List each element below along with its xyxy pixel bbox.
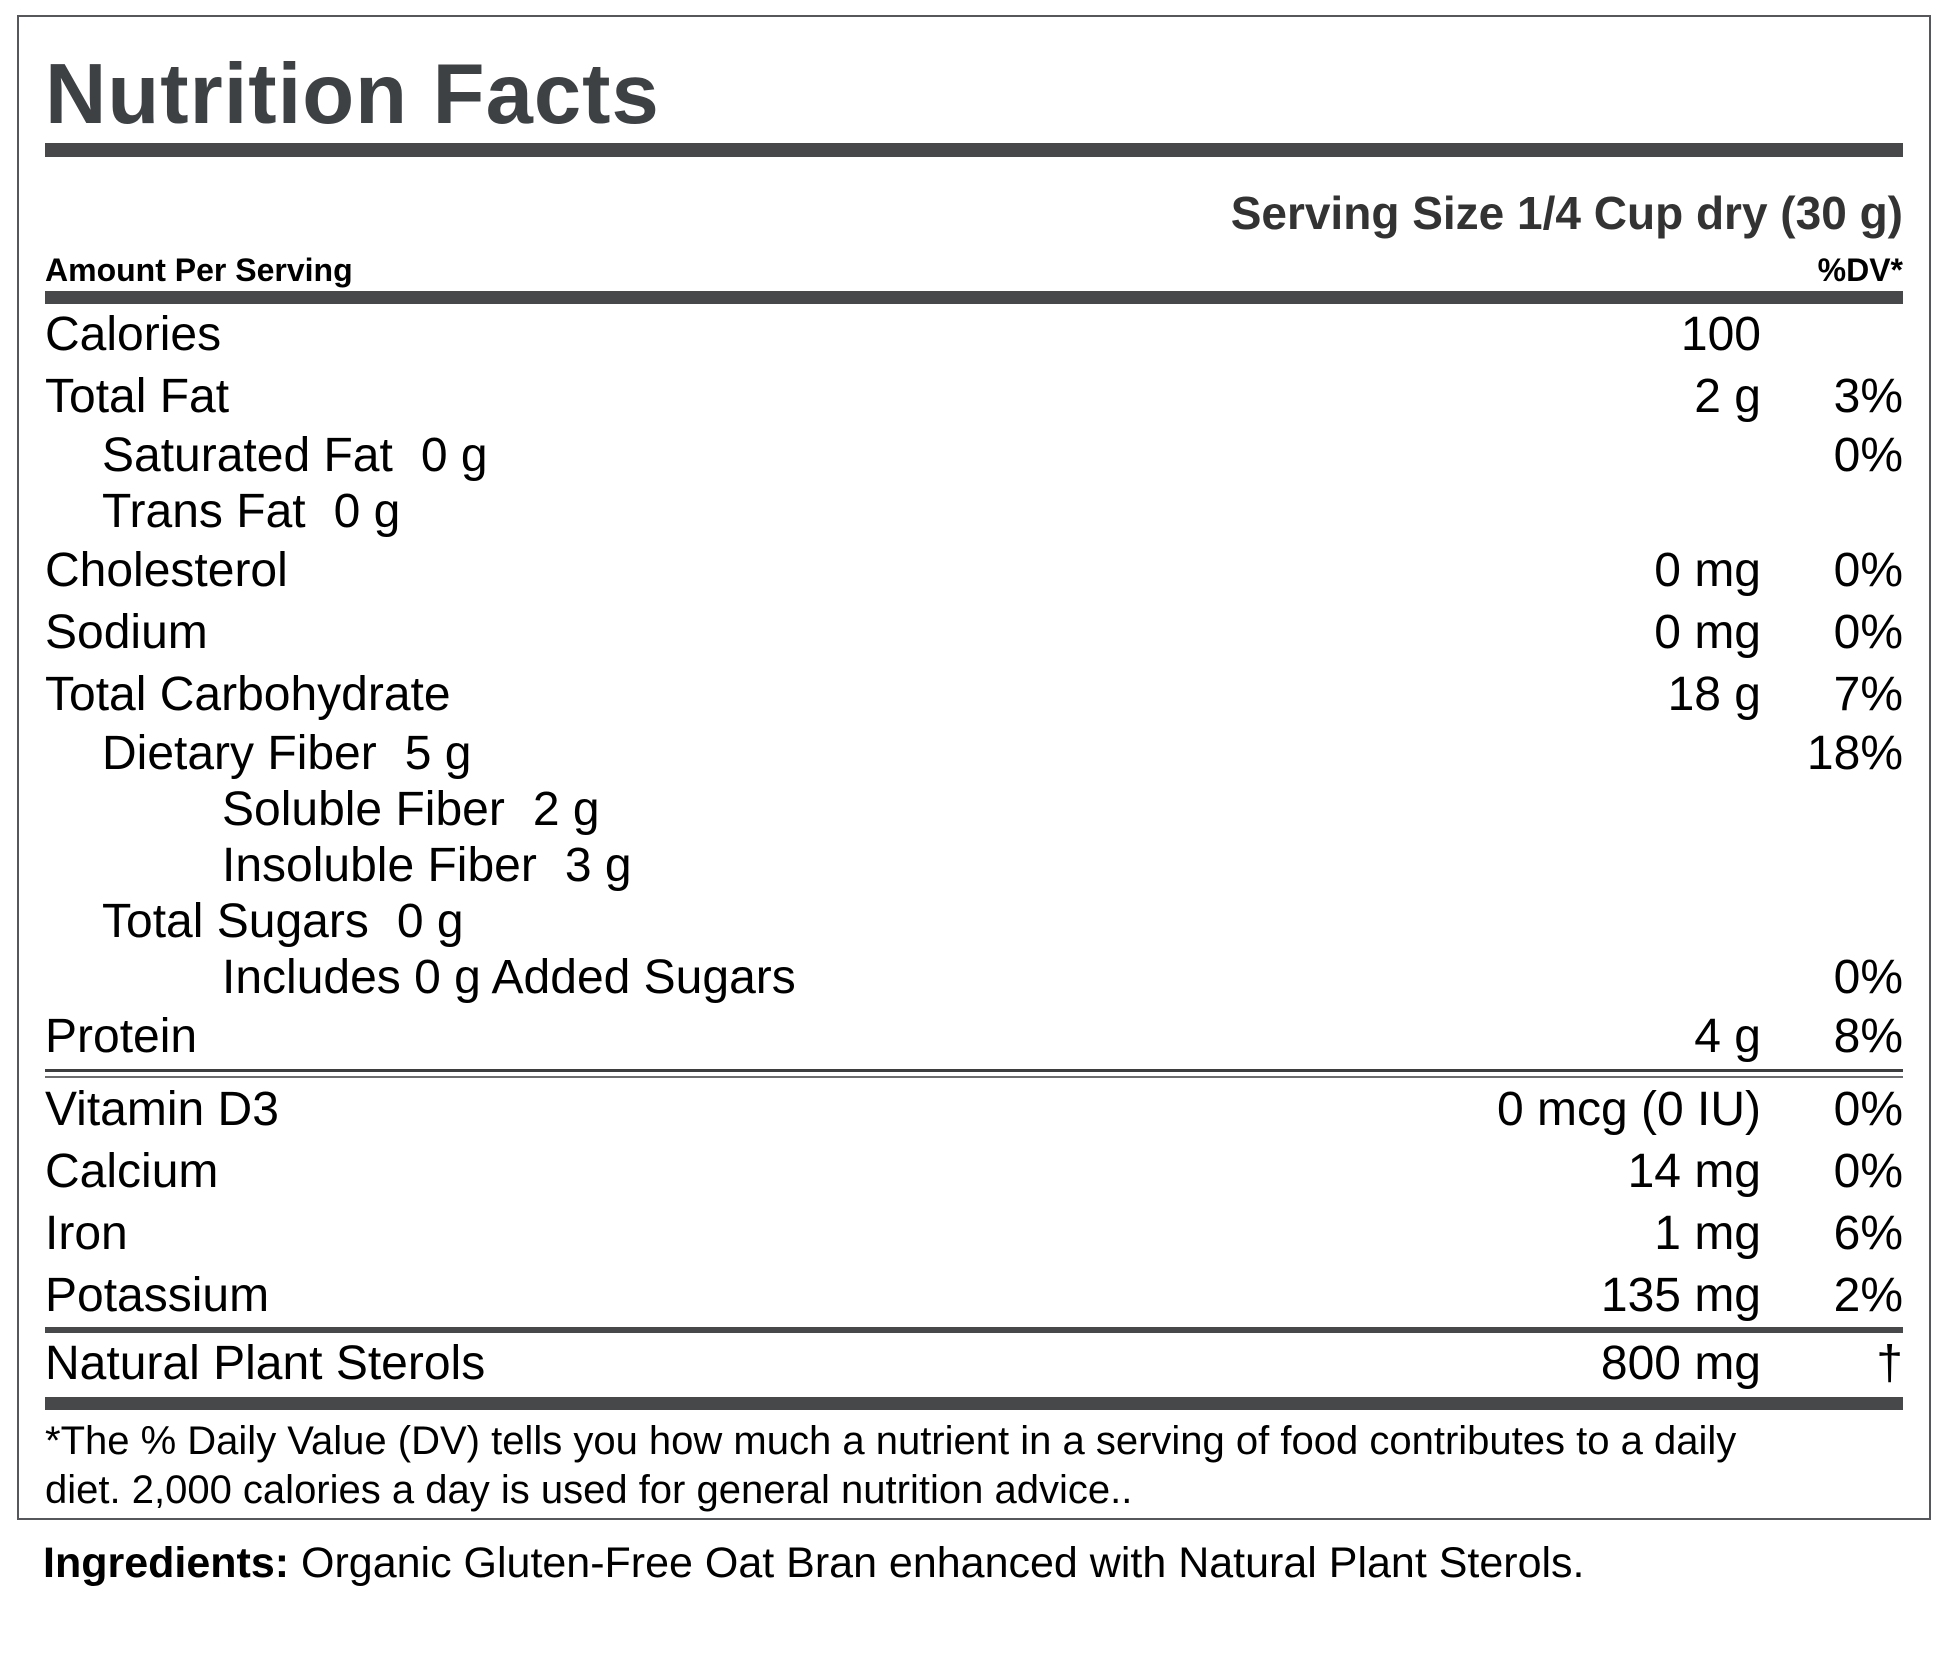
ingredients-line: Ingredients: Organic Gluten-Free Oat Bra… xyxy=(43,1538,1585,1588)
nutrient-row: Total Carbohydrate 18 g 7% xyxy=(45,664,1903,726)
nutrient-name: Total Carbohydrate xyxy=(45,668,451,721)
nutrient-amount: 1 mg xyxy=(1654,1207,1761,1260)
nutrient-row: Insoluble Fiber 3 g xyxy=(45,838,1903,894)
nutrient-amount: 800 mg xyxy=(1600,1337,1761,1390)
nutrient-name: Calcium xyxy=(45,1145,219,1198)
amount-per-serving-header: Amount Per Serving %DV* xyxy=(45,251,1903,289)
nutrient-dv: 0% xyxy=(1833,951,1903,1004)
nutrient-name: Calories xyxy=(45,308,222,361)
nutrient-row: Includes 0 g Added Sugars 0% xyxy=(45,950,1903,1006)
nutrient-name: Natural Plant Sterols xyxy=(45,1337,486,1390)
nutrient-row: Natural Plant Sterols 800 mg † xyxy=(45,1333,1903,1395)
title-separator-bar xyxy=(45,143,1903,157)
nutrient-dv: 0% xyxy=(1833,606,1903,659)
medium-separator-bar xyxy=(45,1327,1903,1333)
nutrient-inline-amount: 0 g xyxy=(420,429,488,482)
footnote-separator-bar xyxy=(45,1397,1903,1410)
nutrient-dv: 0% xyxy=(1833,1083,1903,1136)
nutrient-row: Calories 100 xyxy=(45,304,1903,366)
nutrient-amount: 100 xyxy=(1680,308,1761,361)
nutrient-name: Includes 0 g Added Sugars xyxy=(222,951,796,1004)
nutrient-row: Dietary Fiber 5 g 18% xyxy=(45,726,1903,782)
panel-title: Nutrition Facts xyxy=(45,47,660,142)
nutrient-amount: 0 mg xyxy=(1654,606,1761,659)
nutrient-dv: 3% xyxy=(1833,370,1903,423)
nutrient-inline-amount: 0 g xyxy=(396,895,464,948)
nutrient-amount: 135 mg xyxy=(1600,1269,1761,1322)
serving-size: Serving Size 1/4 Cup dry (30 g) xyxy=(1230,187,1903,239)
ingredients-text: Organic Gluten-Free Oat Bran enhanced wi… xyxy=(289,1539,1585,1587)
nutrient-row: Calcium 14 mg 0% xyxy=(45,1141,1903,1203)
nutrient-name: Soluble Fiber xyxy=(222,783,505,836)
nutrient-amount: 14 mg xyxy=(1627,1145,1761,1198)
nutrient-dv: 7% xyxy=(1833,668,1903,721)
nutrient-row: Soluble Fiber 2 g xyxy=(45,782,1903,838)
nutrient-dv: 0% xyxy=(1833,429,1903,482)
dv-footnote-line-1: *The % Daily Value (DV) tells you how mu… xyxy=(45,1419,1737,1463)
nutrient-row: Vitamin D3 0 mcg (0 IU) 0% xyxy=(45,1079,1903,1141)
dv-footnote-line-2: diet. 2,000 calories a day is used for g… xyxy=(45,1468,1133,1512)
amount-per-serving-label: Amount Per Serving xyxy=(45,252,353,288)
nutrient-name: Cholesterol xyxy=(45,544,288,597)
nutrient-dv: 8% xyxy=(1833,1010,1903,1063)
nutrient-dv: 6% xyxy=(1833,1207,1903,1260)
nutrient-row: Potassium 135 mg 2% xyxy=(45,1265,1903,1327)
dv-footnote: *The % Daily Value (DV) tells you how mu… xyxy=(45,1417,1903,1515)
nutrient-dv: 18% xyxy=(1806,727,1903,780)
nutrient-amount: 2 g xyxy=(1694,370,1761,423)
ingredients-label: Ingredients: xyxy=(43,1539,290,1587)
nutrient-name: Total Fat xyxy=(45,370,230,423)
nutrient-name: Dietary Fiber xyxy=(102,727,377,780)
nutrient-name: Potassium xyxy=(45,1269,270,1322)
nutrient-dv: 0% xyxy=(1833,1145,1903,1198)
nutrient-inline-amount: 5 g xyxy=(404,727,472,780)
nutrient-amount: 18 g xyxy=(1667,668,1761,721)
nutrient-row: Total Sugars 0 g xyxy=(45,894,1903,950)
nutrient-dv: 0% xyxy=(1833,544,1903,597)
nutrient-row: Cholesterol 0 mg 0% xyxy=(45,540,1903,602)
nutrient-name: Insoluble Fiber xyxy=(222,839,537,892)
nutrient-dv: † xyxy=(1876,1337,1903,1390)
nutrient-amount: 4 g xyxy=(1694,1010,1761,1063)
nutrient-name: Sodium xyxy=(45,606,208,659)
nutrient-name: Saturated Fat xyxy=(102,429,393,482)
nutrient-row: Total Fat 2 g 3% xyxy=(45,366,1903,428)
nutrient-name: Total Sugars xyxy=(102,895,369,948)
nutrient-inline-amount: 3 g xyxy=(564,839,632,892)
nutrient-row: Protein 4 g 8% xyxy=(45,1006,1903,1068)
nutrient-name: Vitamin D3 xyxy=(45,1083,279,1136)
nutrient-row: Iron 1 mg 6% xyxy=(45,1203,1903,1265)
nutrient-amount: 0 mcg (0 IU) xyxy=(1496,1083,1761,1136)
nutrient-inline-amount: 2 g xyxy=(532,783,600,836)
nutrient-name: Trans Fat xyxy=(102,485,306,538)
double-separator-bar xyxy=(45,1069,1903,1078)
dv-column-header: %DV* xyxy=(1817,252,1903,288)
nutrient-row: Trans Fat 0 g xyxy=(45,484,1903,540)
nutrient-name: Iron xyxy=(45,1207,128,1260)
nutrient-inline-amount: 0 g xyxy=(333,485,401,538)
nutrient-dv: 2% xyxy=(1833,1269,1903,1322)
nutrient-rows: Calories 100 Total Fat 2 g 3% Saturated Fat 0 … xyxy=(45,304,1903,1395)
nutrient-row: Saturated Fat 0 g 0% xyxy=(45,428,1903,484)
nutrient-amount: 0 mg xyxy=(1654,544,1761,597)
nutrient-row: Sodium 0 mg 0% xyxy=(45,602,1903,664)
nutrient-name: Protein xyxy=(45,1010,198,1063)
nutrition-facts-panel: Nutrition Facts Serving Size 1/4 Cup dry… xyxy=(17,15,1931,1520)
header-separator-bar xyxy=(45,291,1903,304)
